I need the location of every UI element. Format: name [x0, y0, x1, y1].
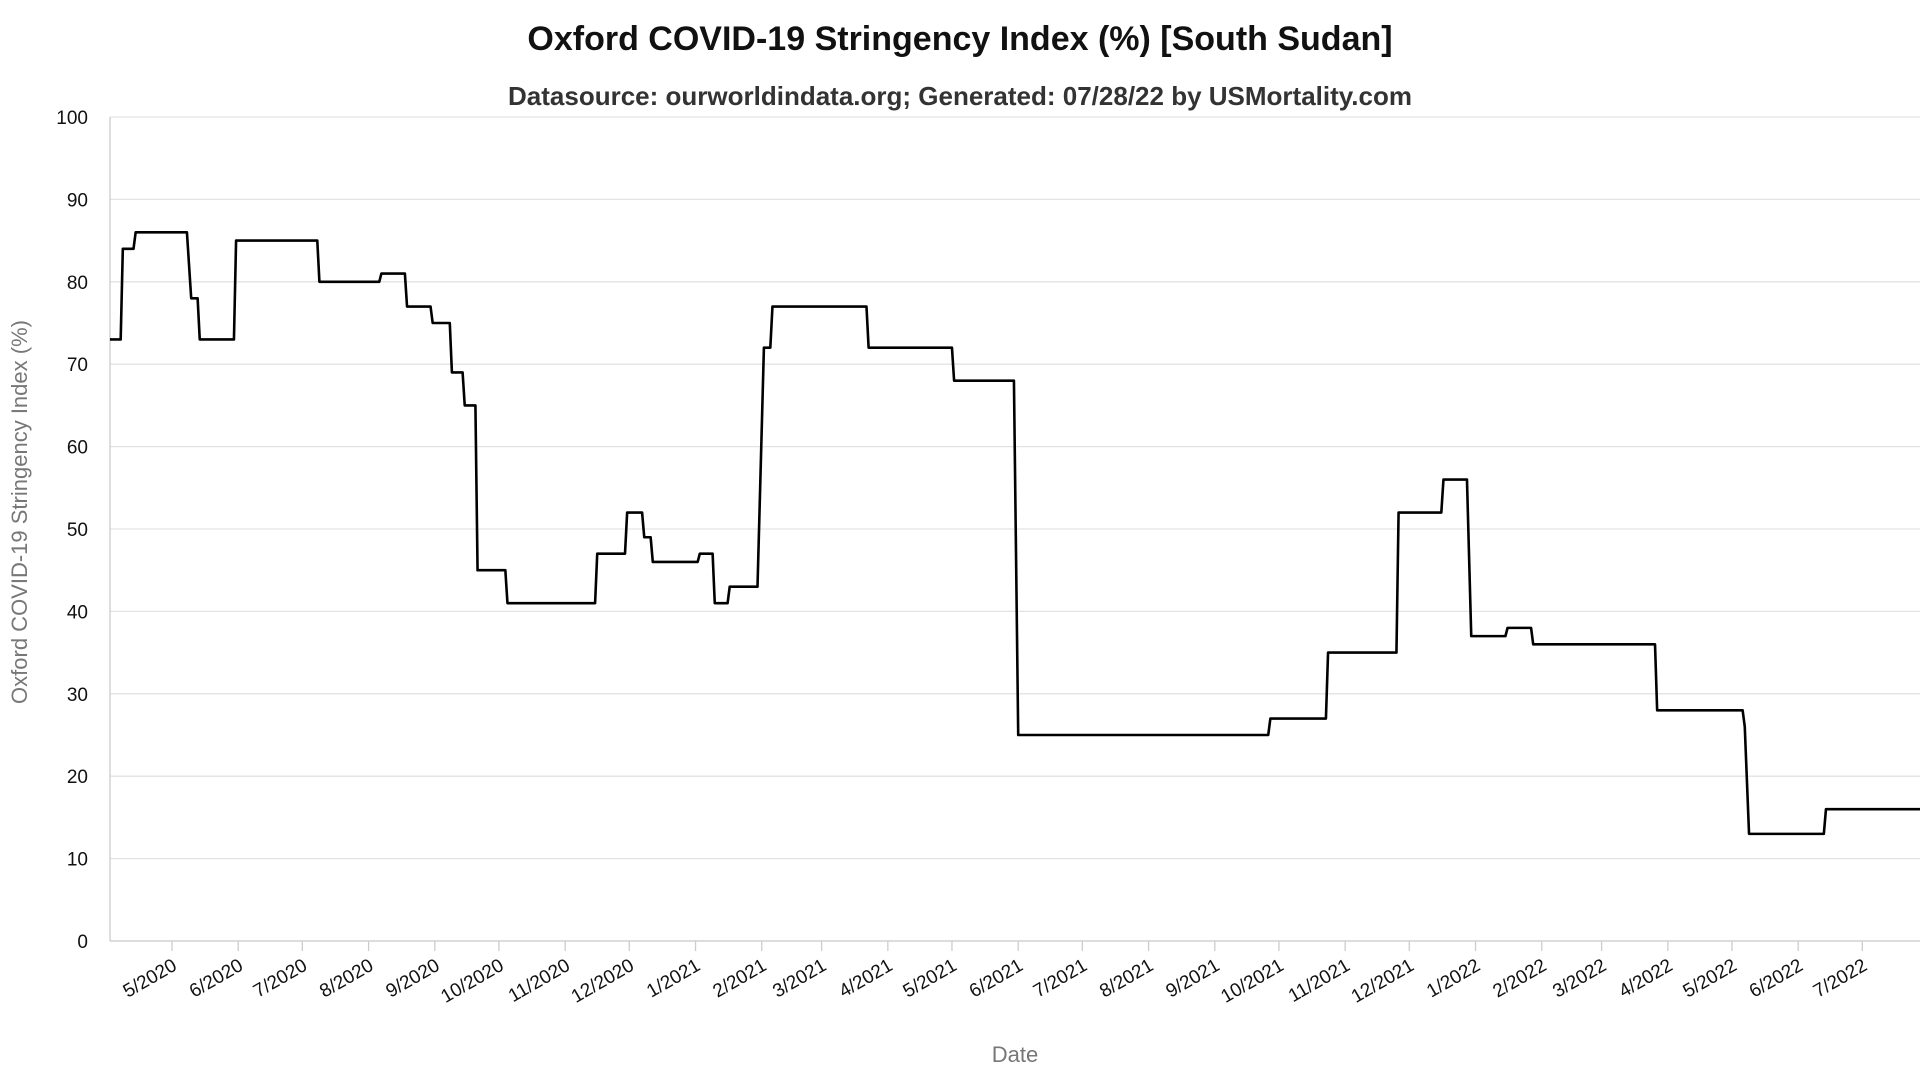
- y-tick-label: 0: [77, 932, 88, 953]
- x-tick-label: 12/2021: [1348, 955, 1418, 1008]
- x-tick-label: 8/2020: [316, 955, 377, 1002]
- chart-title: Oxford COVID-19 Stringency Index (%) [So…: [527, 20, 1392, 58]
- y-tick-label: 60: [67, 438, 88, 459]
- x-tick-label: 2/2021: [710, 955, 771, 1002]
- x-tick-label: 11/2020: [505, 955, 574, 1007]
- y-tick-label: 90: [67, 190, 88, 211]
- x-tick-label: 6/2021: [966, 955, 1027, 1002]
- series-layer: [110, 231, 1920, 836]
- y-tick-label: 10: [67, 850, 88, 871]
- x-tick-label: 4/2022: [1616, 955, 1677, 1002]
- x-tick-label: 6/2020: [186, 955, 247, 1002]
- y-tick-label: 20: [67, 767, 88, 788]
- x-tick-label: 5/2022: [1680, 955, 1741, 1002]
- x-tick-label: 7/2022: [1810, 955, 1871, 1002]
- y-axis: 0 10 20 30 40 50 60 70 80 90 100: [56, 108, 111, 953]
- chart-subtitle: Datasource: ourworldindata.org; Generate…: [508, 81, 1412, 111]
- y-tick-label: 70: [67, 355, 88, 376]
- x-tick-label: 3/2021: [769, 955, 830, 1002]
- x-tick-label: 7/2021: [1030, 955, 1091, 1002]
- x-tick-label: 8/2021: [1096, 955, 1157, 1002]
- x-tick-label: 9/2020: [383, 955, 444, 1002]
- x-tick-label: 6/2022: [1746, 955, 1807, 1002]
- y-tick-label: 40: [67, 602, 88, 623]
- x-tick-label: 10/2021: [1218, 955, 1288, 1008]
- y-tick-label: 100: [56, 108, 88, 129]
- x-axis-label: Date: [992, 1042, 1038, 1067]
- x-tick-label: 11/2021: [1285, 955, 1354, 1007]
- y-tick-label: 30: [67, 685, 88, 706]
- y-tick-label: 80: [67, 273, 88, 294]
- y-axis-label: Oxford COVID-19 Stringency Index (%): [7, 320, 32, 704]
- x-tick-label: 12/2020: [568, 955, 638, 1008]
- x-tick-label: 5/2021: [900, 955, 961, 1002]
- series-line: [110, 231, 1920, 836]
- x-tick-label: 1/2021: [643, 955, 704, 1002]
- x-tick-label: 4/2021: [836, 955, 897, 1002]
- x-tick-label: 1/2022: [1423, 955, 1484, 1002]
- x-tick-label: 3/2022: [1549, 955, 1610, 1002]
- x-tick-label: 9/2021: [1163, 955, 1224, 1002]
- x-axis: 5/2020 6/2020 7/2020 8/2020 9/202010/202011/…: [110, 940, 1920, 1008]
- x-tick-label: 5/2020: [120, 955, 181, 1002]
- x-tick-label: 2/2022: [1489, 955, 1550, 1002]
- y-tick-label: 50: [67, 520, 88, 541]
- x-tick-label: 7/2020: [250, 955, 311, 1002]
- x-tick-label: 10/2020: [438, 955, 508, 1008]
